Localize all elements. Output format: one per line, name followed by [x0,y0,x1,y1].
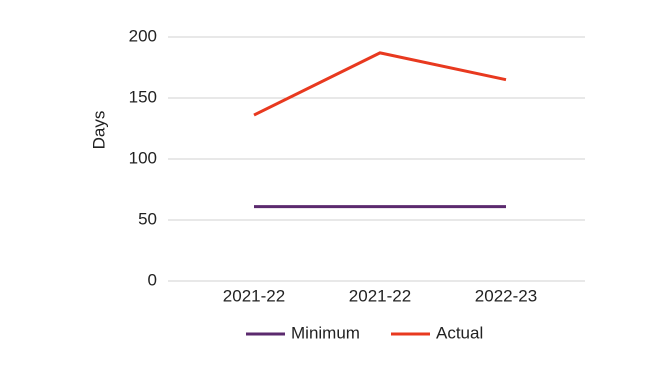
x-tick-label: 2021-22 [223,286,285,305]
y-axis-label: Days [89,111,108,150]
legend-label: Actual [436,323,483,342]
series-line [253,51,507,117]
y-tick-label: 100 [129,148,157,167]
x-tick-label: 2021-22 [349,286,411,305]
y-tick-label: 50 [138,209,157,228]
y-tick-label: 200 [129,26,157,45]
legend-label: Minimum [291,323,360,342]
y-tick-label: 150 [129,87,157,106]
y-tick-label: 0 [148,270,157,289]
x-tick-label: 2022-23 [475,286,537,305]
